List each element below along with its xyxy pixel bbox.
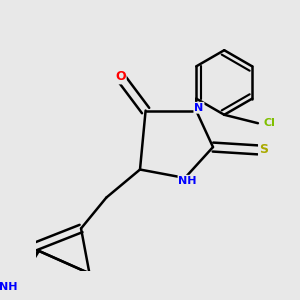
Text: NH: NH: [178, 176, 197, 186]
Text: NH: NH: [0, 282, 17, 292]
Text: Cl: Cl: [263, 118, 275, 128]
Text: S: S: [259, 143, 268, 156]
Text: N: N: [194, 103, 204, 113]
Text: O: O: [115, 70, 126, 83]
